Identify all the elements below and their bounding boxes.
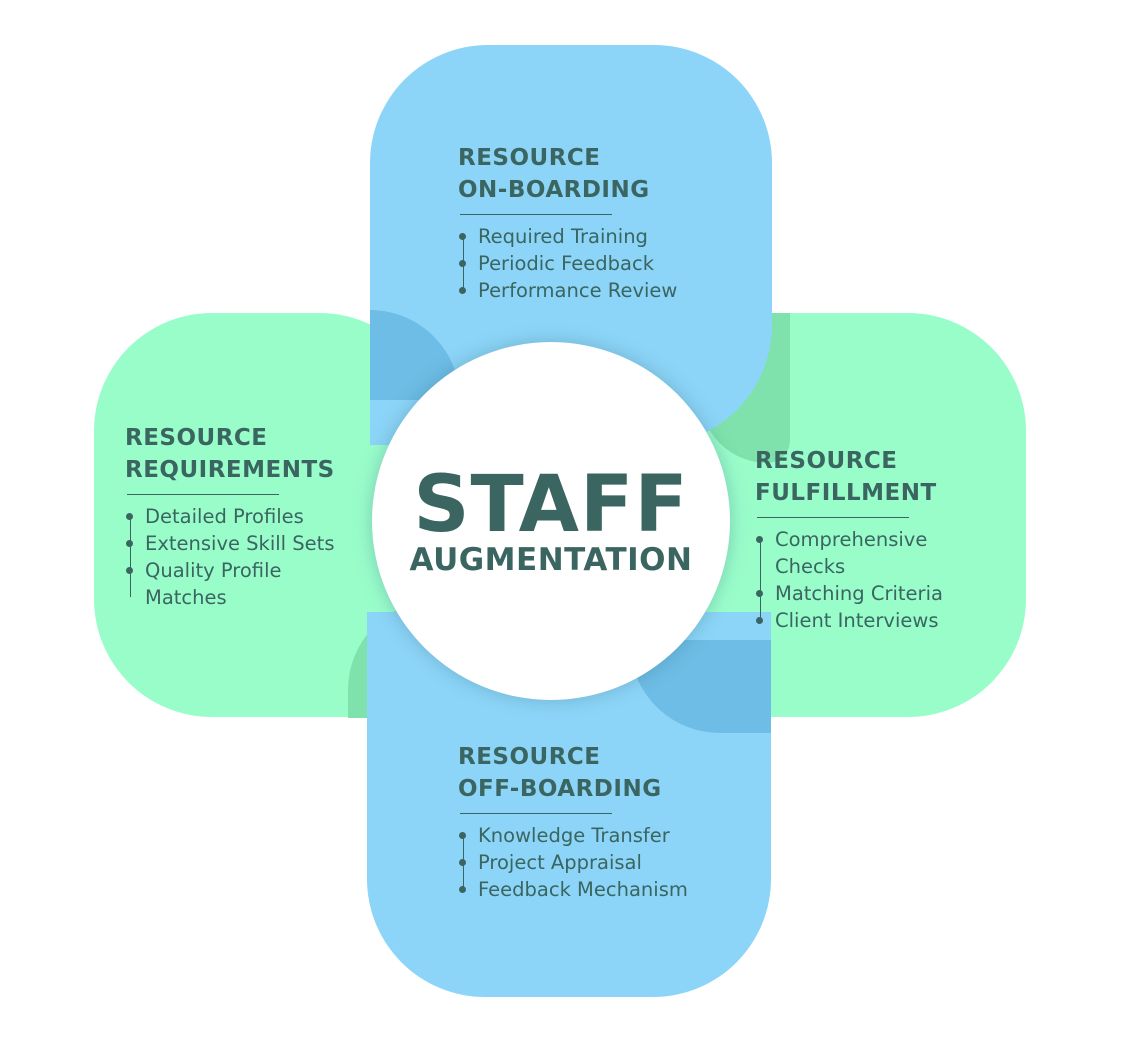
list-item: Matching Criteria <box>756 582 943 605</box>
block-title-line: RESOURCE <box>458 744 601 770</box>
block-title-line: FULFILLMENT <box>755 480 937 506</box>
list-item: Comprehensive Checks <box>756 526 943 580</box>
block-title: RESOURCE ON-BOARDING <box>458 142 677 206</box>
center-circle <box>372 342 730 700</box>
list-item: Extensive Skill Sets <box>126 532 335 555</box>
bullet-list: Comprehensive Checks Matching Criteria C… <box>755 526 943 634</box>
bullet-list: Detailed Profiles Extensive Skill Sets Q… <box>125 503 335 611</box>
list-item-line: Checks <box>775 555 846 578</box>
list-item: Project Appraisal <box>459 849 688 876</box>
list-item: Periodic Feedback <box>458 250 677 277</box>
block-resource-requirements: RESOURCE REQUIREMENTS Detailed Profiles … <box>125 422 335 611</box>
list-item-line: Matches <box>145 586 227 609</box>
list-item: Feedback Mechanism <box>459 878 688 901</box>
block-title-line: RESOURCE <box>125 425 268 451</box>
block-resource-offboarding: RESOURCE OFF-BOARDING Knowledge Transfer… <box>458 741 688 903</box>
block-title: RESOURCE REQUIREMENTS <box>125 422 335 486</box>
center-subtitle: AUGMENTATION <box>409 542 693 578</box>
list-item-line: Quality Profile <box>145 559 282 582</box>
center-title: STAFF <box>413 460 689 550</box>
block-title-line: RESOURCE <box>458 145 601 171</box>
title-underline <box>127 494 279 495</box>
list-item: Knowledge Transfer <box>459 822 688 849</box>
list-item: Required Training <box>458 223 677 250</box>
block-title-line: ON-BOARDING <box>458 177 650 203</box>
block-title: RESOURCE OFF-BOARDING <box>458 741 688 805</box>
block-title-line: REQUIREMENTS <box>125 457 335 483</box>
title-underline <box>757 517 909 518</box>
block-resource-onboarding: RESOURCE ON-BOARDING Required Training P… <box>458 142 677 304</box>
block-title: RESOURCE FULFILLMENT <box>755 445 943 509</box>
title-underline <box>460 813 612 814</box>
block-title-line: OFF-BOARDING <box>458 776 662 802</box>
list-item: Performance Review <box>458 279 678 302</box>
bullet-list: Knowledge Transfer Project Appraisal Fee… <box>458 822 688 903</box>
bullet-list: Required Training Periodic Feedback Perf… <box>458 223 677 304</box>
block-title-line: RESOURCE <box>755 448 898 474</box>
block-resource-fulfillment: RESOURCE FULFILLMENT Comprehensive Check… <box>755 445 943 634</box>
list-item: Quality Profile Matches <box>126 557 335 611</box>
list-item-line: Comprehensive <box>775 528 928 551</box>
list-item: Detailed Profiles <box>126 503 335 530</box>
title-underline <box>460 214 612 215</box>
list-item: Client Interviews <box>756 607 943 634</box>
